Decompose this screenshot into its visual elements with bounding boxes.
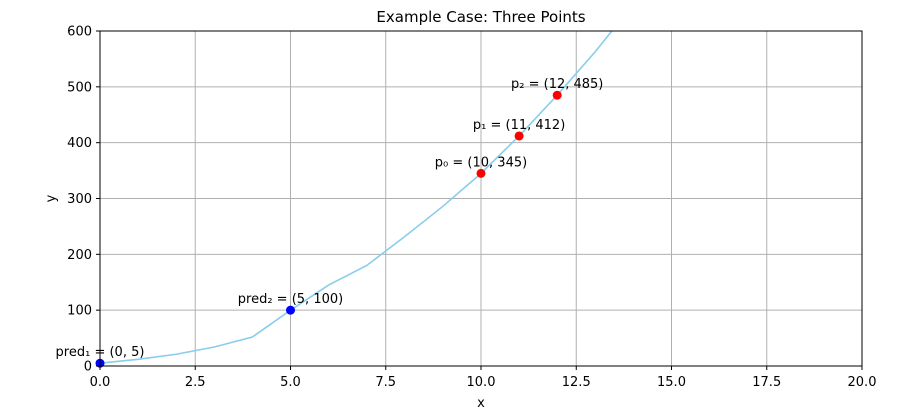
x-tick-label: 17.5 [752,375,781,390]
x-tick-label: 10.0 [467,375,496,390]
y-tick-label: 200 [67,248,92,263]
y-ticks: 0 100 200 300 400 500 600 [67,25,100,375]
data-point [476,168,486,178]
data-point-label: p₁ = (11, 412) [473,118,565,133]
y-tick-label: 600 [67,25,92,40]
curve-layer [100,31,613,365]
y-tick-label: 400 [67,136,92,151]
x-tick-label: 12.5 [562,375,591,390]
x-tick-label: 7.5 [375,375,396,390]
x-tick-label: 2.5 [185,375,206,390]
data-point-label: p₂ = (12, 485) [511,77,603,92]
data-point-label: pred₂ = (5, 100) [238,292,343,307]
curve-line [100,31,613,365]
x-axis-label: x [477,396,485,411]
x-tick-label: 0.0 [90,375,111,390]
x-ticks: 0.0 2.5 5.0 7.5 10.0 12.5 15.0 17.5 20.0 [90,366,877,390]
y-axis-label: y [44,194,59,202]
data-point [286,305,295,315]
x-tick-label: 20.0 [848,375,877,390]
x-tick-label: 15.0 [657,375,686,390]
y-tick-label: 100 [67,304,92,319]
data-point [514,131,524,141]
y-tick-label: 300 [67,192,92,207]
y-tick-label: 0 [84,360,92,375]
data-point-label: p₀ = (10, 345) [435,155,527,170]
chart-title: Example Case: Three Points [376,8,585,26]
y-tick-label: 500 [67,80,92,95]
data-point [552,90,562,100]
x-tick-label: 5.0 [280,375,301,390]
